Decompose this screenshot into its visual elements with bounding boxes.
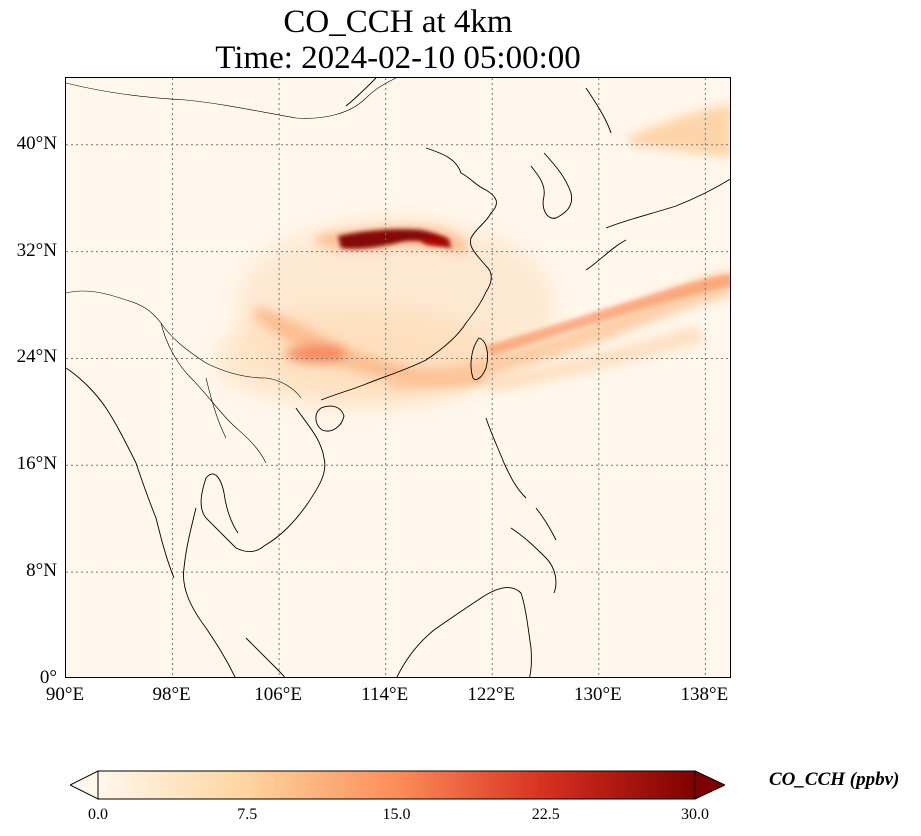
x-tick-label: 106°E [254,684,302,705]
colorbar [70,770,725,800]
plume-central-china-tail [422,236,450,246]
y-tick-label: 32°N [16,239,57,261]
gridlines [66,78,730,677]
colorbar-label: CO_CCH (ppbv) [769,769,900,790]
x-tick-label: 114°E [361,684,409,705]
coastline-myanmar [66,367,175,579]
colorbar-tick-label: 0.0 [88,806,108,823]
map-panel [65,77,731,678]
coastline-philippines [485,417,557,594]
country-borders [66,78,397,464]
map-canvas [66,78,730,677]
colorbar-tick-label: 30.0 [681,806,709,823]
title-time: Time: 2024-02-10 05:00:00 [215,40,581,76]
y-tick-label: 16°N [16,453,57,475]
coastline-borneo [396,587,532,677]
border-china-southwest [66,290,302,399]
concentration-field [216,104,730,408]
coastline-taiwan [470,337,489,380]
x-tick-label: 122°E [467,684,516,705]
coastline-korea [530,152,573,219]
plume-pacific-southern-band [486,326,706,392]
map-title: CO_CCH at 4km Time: 2024-02-10 05:00:00 [65,4,731,76]
plume-pacific-core [486,274,730,356]
coastlines [66,78,730,677]
border-china-mongolia [66,78,397,119]
coastline-china-mainland [320,78,497,401]
colorbar-tick-label: 7.5 [237,806,258,823]
x-tick-label: 98°E [152,684,191,705]
colorbar-tick-label: 15.0 [382,806,411,823]
coastline-indochina [183,407,326,677]
coastline-hainan [315,405,345,432]
y-tick-label: 8°N [26,560,57,582]
x-tick-label: 90°E [45,684,85,705]
border-indochina [160,322,267,464]
plume-guangxi-core [286,345,346,363]
colorbar-tick-label: 22.5 [531,806,560,823]
x-tick-label: 138°E [680,684,729,705]
colorbar-extend-min [70,770,99,800]
title-variable: CO_CCH at 4km [283,4,513,40]
plume-central-china-core [338,229,452,249]
y-tick-label: 40°N [16,132,57,154]
colorbar-extend-max [694,770,725,800]
y-tick-label: 0° [39,667,57,688]
x-tick-label: 130°E [573,684,622,705]
coastline-malaysia [245,637,286,677]
y-tick-label: 24°N [16,346,57,368]
colorbar-gradient [97,770,696,800]
coastline-japan [585,87,730,271]
